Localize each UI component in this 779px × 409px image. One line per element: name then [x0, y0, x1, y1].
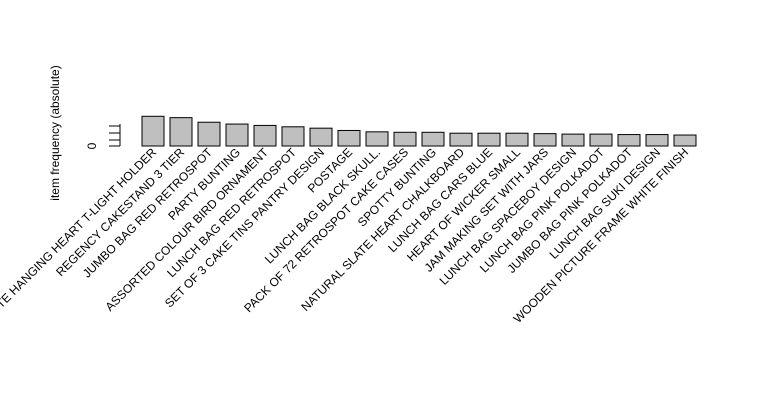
- bar: [589, 133, 613, 147]
- bar: [337, 129, 361, 147]
- bar: [225, 123, 249, 147]
- bar: [169, 117, 193, 147]
- bar: [673, 134, 697, 147]
- bar: [309, 127, 333, 147]
- bar: [617, 134, 641, 147]
- bar: [141, 115, 165, 147]
- bar: [449, 132, 473, 147]
- y-tick-label: 0: [85, 142, 99, 149]
- bar: [421, 131, 445, 147]
- x-tick-label: WHITE HANGING HEART T-LIGHT HOLDER: [0, 145, 159, 328]
- y-axis-title: item frequency (absolute): [48, 65, 62, 200]
- x-tick-labels-group: WHITE HANGING HEART T-LIGHT HOLDERREGENC…: [0, 145, 691, 328]
- bar: [197, 121, 221, 147]
- bar: [253, 124, 277, 147]
- bar: [365, 131, 389, 147]
- bars-group: [141, 115, 697, 147]
- bar: [505, 132, 529, 147]
- bar: [393, 131, 417, 147]
- y-axis: 0 item frequency (absolute): [48, 65, 121, 201]
- bar: [477, 132, 501, 147]
- bar: [533, 133, 557, 147]
- bar: [281, 126, 305, 147]
- bar: [645, 134, 669, 147]
- bar: [561, 133, 585, 147]
